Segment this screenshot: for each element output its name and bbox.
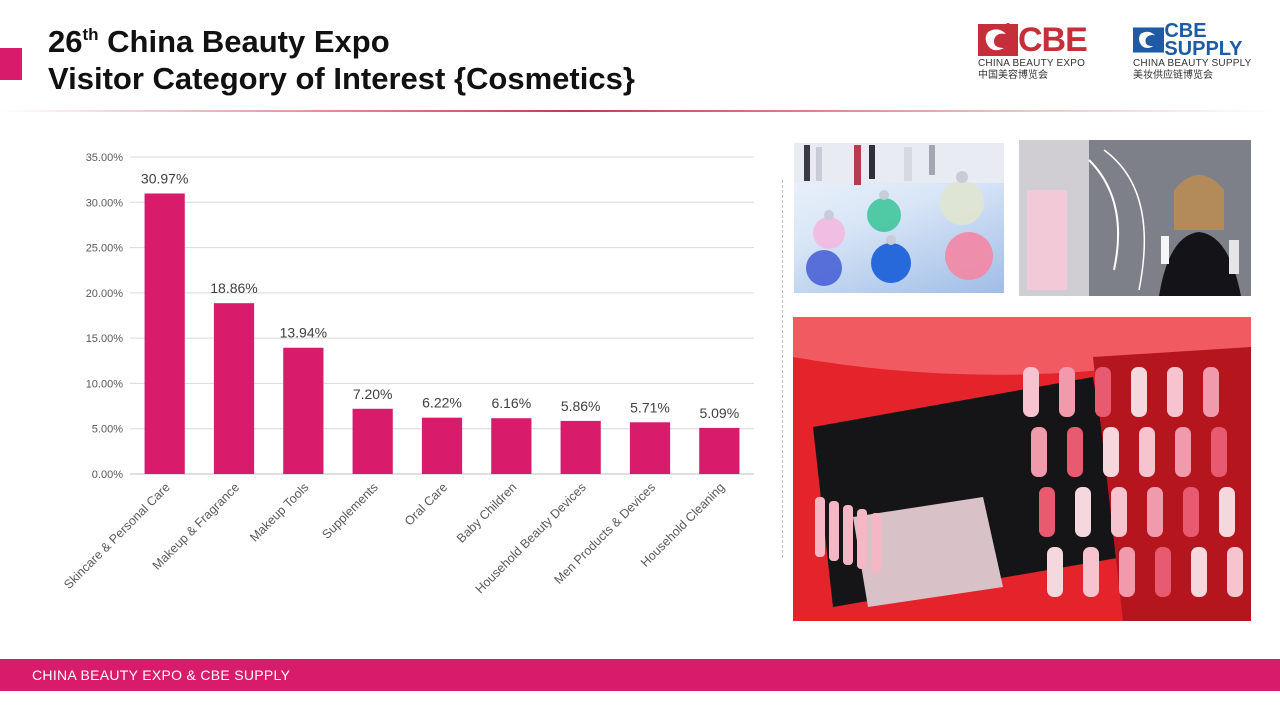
y-tick-label: 5.00% [92,424,123,436]
y-tick-label: 10.00% [86,378,124,390]
x-tick-label: Oral Care [402,480,450,528]
lipstick-tube [1067,427,1083,477]
lipstick-tube [1175,427,1191,477]
lipstick-tube [857,509,867,569]
cbe-logo-chinese: 中国美容博览会 [978,70,1048,81]
lipstick-tube [1131,367,1147,417]
data-label: 30.97% [141,171,188,187]
dashed-divider [782,180,783,558]
y-tick-label: 35.00% [86,152,124,164]
data-label: 5.09% [699,405,739,421]
cbe-logo: CBE CHINA BEAUTY EXPO 中国美容博览会 [978,22,1108,92]
footer-text: CHINA BEAUTY EXPO & CBE SUPPLY [32,667,291,683]
cbe-logo-mark-icon [978,23,1018,56]
lipstick-tube [1059,367,1075,417]
bar-chart-svg: 0.00% 5.00% 10.00% 15.00% 20.00% 25.00% 30.00%… [61,152,754,596]
lipstick-tube [815,497,825,557]
lipstick-tube [1095,367,1111,417]
bar [699,427,740,474]
header-accent-square [0,48,22,80]
data-label: 18.86% [210,280,257,296]
data-label: 5.86% [561,398,601,414]
title-line-2: Visitor Category of Interest {Cosmetics} [48,61,635,96]
bar [213,303,255,474]
lipstick-tube [1031,427,1047,477]
title-line-1: 26th China Beauty Expo [48,16,635,60]
lipstick-tube [1083,547,1099,597]
lipstick-tube [1119,547,1135,597]
lipstick-tube [1103,427,1119,477]
title-ordinal: th [82,25,99,44]
cbe-logo-word: CBE [1018,21,1088,59]
cbe-supply-logo-english: CHINA BEAUTY SUPPLY [1133,58,1252,69]
lipstick-display-photo [793,317,1251,621]
y-tick-label: 15.00% [86,333,124,345]
cbe-supply-logo-chinese: 美妆供应链博览会 [1133,70,1213,81]
title-expo-name: China Beauty Expo [98,24,390,59]
bar [629,422,671,474]
lipstick-tube [1039,487,1055,537]
lipstick-tube [1047,547,1063,597]
lipstick-tube [871,513,881,573]
cbe-supply-logo: CBE SUPPLY CHINA BEAUTY SUPPLY 美妆供应链博览会 [1133,20,1263,92]
lipstick-tube [1075,487,1091,537]
x-tick-label: Supplements [319,480,380,541]
bar [144,193,185,474]
x-tick-label: Skincare & Personal Care [61,480,173,592]
lipstick-tube [1191,547,1207,597]
lipstick-tube [1211,427,1227,477]
model-illustration [1019,140,1251,296]
lipstick-illustration [793,317,1251,621]
y-tick-label: 20.00% [86,288,124,300]
lipstick-tube [1023,367,1039,417]
lipstick-tube [1155,547,1171,597]
data-label: 6.22% [422,395,462,411]
perfume-bottles-illustration [794,143,1004,286]
lipstick-tube [1183,487,1199,537]
lipstick-tube [1167,367,1183,417]
lipstick-tube [1139,427,1155,477]
bar [560,420,601,474]
lipstick-tube [829,501,839,561]
lipstick-tube [1227,547,1243,597]
footer-bar: CHINA BEAUTY EXPO & CBE SUPPLY [0,659,1280,691]
page-title: 26th China Beauty Expo Visitor Category … [48,16,635,97]
lipstick-tube [1147,487,1163,537]
bar [421,417,463,474]
lipstick-tube [843,505,853,565]
model-with-product-photo [1019,140,1251,296]
y-tick-label: 30.00% [86,197,124,209]
lipstick-tube [1203,367,1219,417]
header-divider-line [0,110,1280,112]
cbe-supply-logo-word: CBE SUPPLY [1164,20,1243,60]
cbe-logo-english: CHINA BEAUTY EXPO [978,58,1086,69]
y-tick-label: 0.00% [92,469,123,481]
y-tick-label: 25.00% [86,243,124,255]
data-label: 7.20% [353,386,393,402]
bar [283,347,324,474]
bar [491,418,532,474]
data-label: 6.16% [491,395,531,411]
bar [352,408,393,474]
x-tick-label: Baby Children [454,480,519,545]
perfume-display-photo [794,143,1004,293]
lipstick-tube [1219,487,1235,537]
bar-chart: 0.00% 5.00% 10.00% 15.00% 20.00% 25.00% 30.00%… [40,140,770,630]
x-tick-label: Makeup Tools [247,480,311,544]
cbe-supply-logo-mark-icon [1133,27,1165,53]
data-label: 13.94% [280,325,327,341]
title-number: 26 [48,24,83,59]
data-label: 5.71% [630,399,670,415]
lipstick-tube [1111,487,1127,537]
x-tick-label: Household Beauty Devices [473,480,589,596]
